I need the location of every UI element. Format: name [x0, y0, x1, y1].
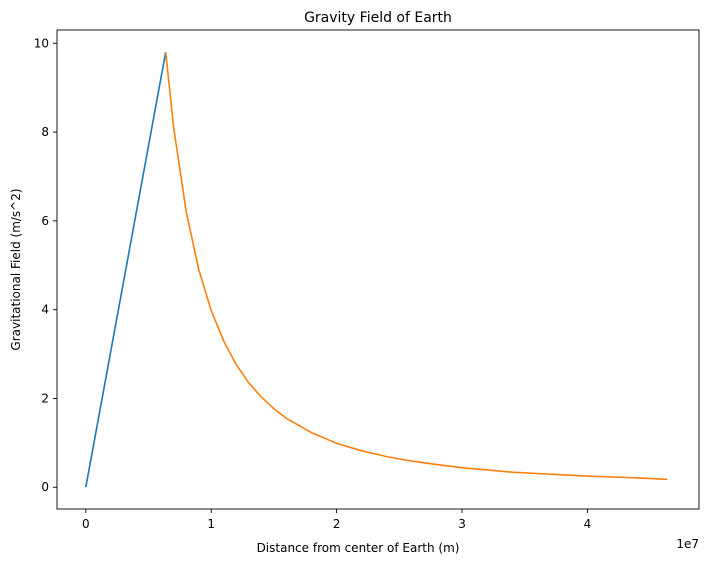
chart-title: Gravity Field of Earth: [304, 10, 452, 26]
y-tick-label: 6: [41, 214, 49, 228]
x-axis-label: Distance from center of Earth (m): [257, 541, 460, 555]
x-axis-offset-text: 1e7: [676, 537, 699, 551]
x-tick-label: 1: [207, 517, 215, 531]
y-axis-ticks: 0 2 4 6 8 10: [34, 36, 57, 494]
series-layer: [85, 52, 668, 488]
series-line-2: [164, 52, 668, 481]
y-axis-label: Gravitational Field (m/s^2): [9, 188, 23, 350]
series-line-1: [85, 52, 167, 488]
x-tick-label: 2: [333, 517, 341, 531]
x-tick-label: 4: [584, 517, 592, 531]
x-tick-label: 0: [82, 517, 90, 531]
y-tick-label: 4: [41, 303, 49, 317]
y-tick-label: 2: [41, 391, 49, 405]
y-tick-label: 8: [41, 125, 49, 139]
x-axis-ticks: 0 1 2 3 4: [82, 509, 591, 531]
y-tick-label: 0: [41, 480, 49, 494]
x-tick-label: 3: [458, 517, 466, 531]
y-tick-label: 10: [34, 36, 49, 50]
axes-frame: [56, 29, 700, 510]
